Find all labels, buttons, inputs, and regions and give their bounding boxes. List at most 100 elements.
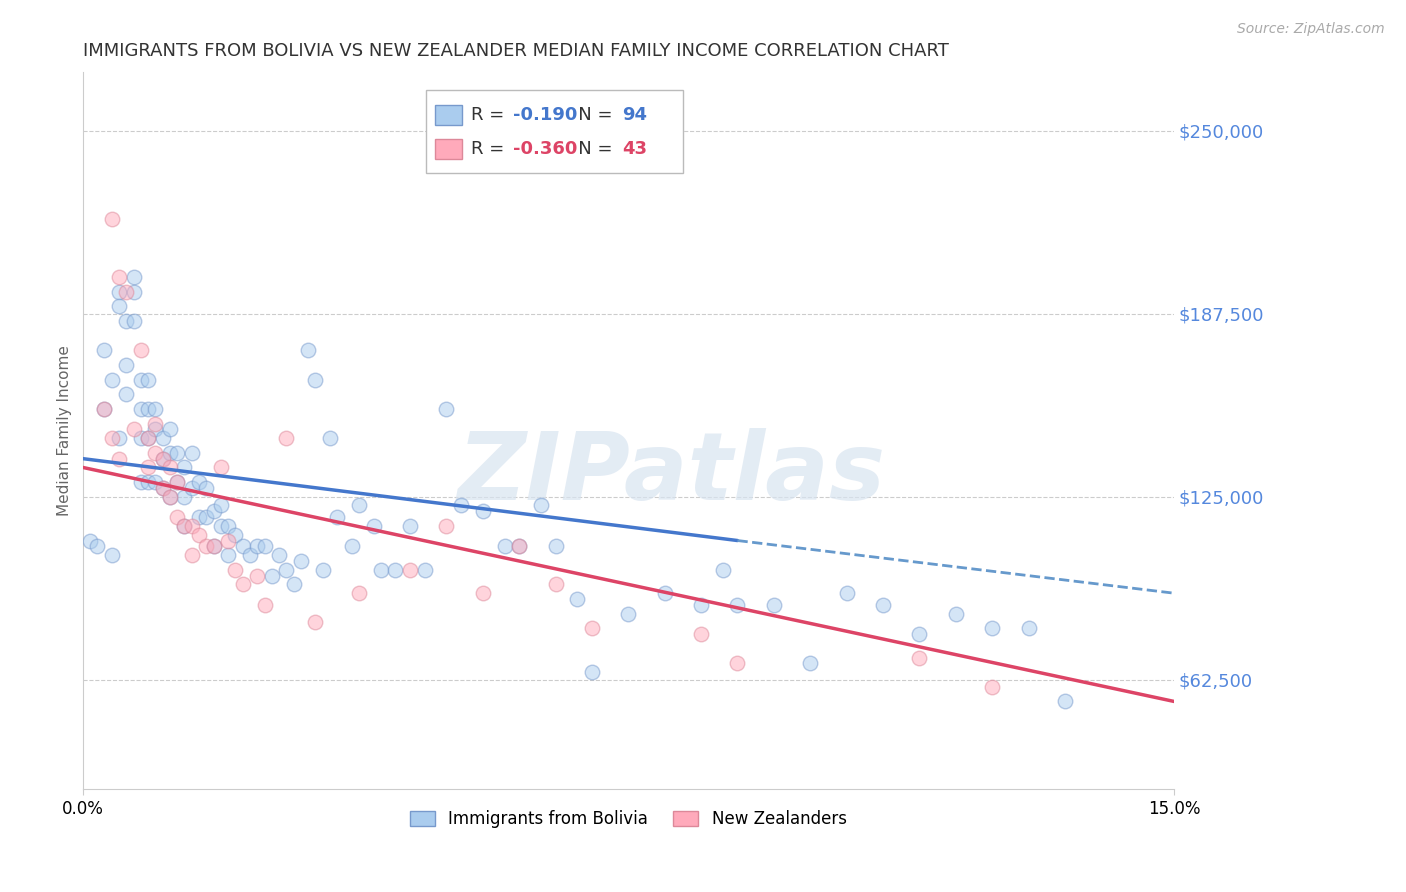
Point (136, 373, 159, 387)
Point (202, 540, 225, 554)
Point (166, 475, 188, 489)
Point (253, 540, 276, 554)
Point (347, 499, 370, 513)
Point (122, 285, 145, 299)
Point (340, 540, 363, 554)
Point (413, 563, 436, 577)
Text: IMMIGRANTS FROM BOLIVIA VS NEW ZEALANDER MEDIAN FAMILY INCOME CORRELATION CHART: IMMIGRANTS FROM BOLIVIA VS NEW ZEALANDER… (83, 42, 949, 60)
Point (122, 314, 145, 328)
Point (581, 665, 603, 680)
Point (508, 540, 530, 554)
Point (159, 446, 181, 460)
Point (399, 519, 422, 533)
Point (145, 446, 167, 460)
Point (945, 607, 967, 621)
Point (145, 401, 167, 416)
Point (232, 577, 254, 591)
Point (711, 563, 734, 577)
Point (108, 270, 131, 285)
Point (370, 563, 392, 577)
Point (159, 460, 181, 475)
Point (159, 422, 181, 436)
Point (326, 510, 349, 524)
Point (436, 401, 458, 416)
Point (217, 519, 239, 533)
Point (217, 533, 239, 548)
Point (267, 548, 290, 562)
Point (166, 510, 188, 524)
Point (152, 431, 174, 445)
Point (1018, 621, 1040, 635)
Point (79, 533, 101, 548)
FancyBboxPatch shape (434, 105, 463, 126)
Point (872, 598, 894, 612)
Text: ZIPatlas: ZIPatlas (458, 428, 886, 520)
Point (115, 358, 138, 372)
Point (93, 401, 115, 416)
Point (188, 475, 211, 489)
Point (180, 519, 202, 533)
Point (152, 451, 174, 466)
Point (224, 563, 246, 577)
Text: N =: N = (561, 106, 617, 125)
Point (304, 373, 326, 387)
Point (232, 540, 254, 554)
Point (188, 510, 211, 524)
Point (93, 401, 115, 416)
Point (908, 627, 931, 641)
Point (399, 563, 422, 577)
Point (145, 417, 167, 431)
Point (136, 431, 159, 445)
Point (166, 475, 188, 489)
Point (209, 499, 232, 513)
Point (290, 554, 312, 568)
Text: N =: N = (561, 140, 617, 158)
Point (173, 490, 195, 504)
Point (195, 540, 218, 554)
Point (297, 343, 319, 358)
Point (108, 431, 131, 445)
Point (690, 598, 713, 612)
Point (471, 504, 494, 518)
Point (304, 615, 326, 630)
Point (100, 431, 122, 445)
Point (129, 373, 152, 387)
Point (173, 519, 195, 533)
Point (145, 475, 167, 489)
Point (799, 657, 821, 671)
Point (202, 504, 225, 518)
Point (239, 548, 262, 562)
Point (129, 475, 152, 489)
Point (93, 343, 115, 358)
Point (530, 499, 553, 513)
Point (224, 527, 246, 541)
Point (276, 563, 298, 577)
Point (276, 431, 298, 445)
Point (180, 446, 202, 460)
Point (260, 568, 283, 582)
Text: R =: R = (471, 140, 510, 158)
Point (129, 401, 152, 416)
Text: 43: 43 (621, 140, 647, 158)
Point (246, 568, 269, 582)
Point (173, 519, 195, 533)
Point (180, 481, 202, 495)
Point (100, 373, 122, 387)
Point (981, 621, 1004, 635)
Point (180, 548, 202, 562)
Point (581, 621, 603, 635)
Point (436, 519, 458, 533)
Text: -0.360: -0.360 (513, 140, 576, 158)
Point (136, 475, 159, 489)
Point (122, 422, 145, 436)
Point (312, 563, 335, 577)
Point (195, 510, 218, 524)
Point (188, 527, 211, 541)
Point (195, 481, 218, 495)
Point (122, 270, 145, 285)
Point (145, 422, 167, 436)
Point (981, 680, 1004, 694)
Point (363, 519, 385, 533)
Point (202, 540, 225, 554)
Point (136, 401, 159, 416)
